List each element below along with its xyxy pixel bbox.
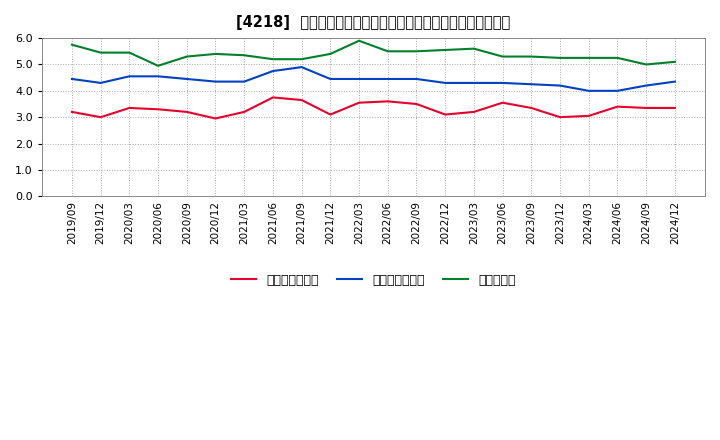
在庫回転率 bbox=[68, 42, 76, 48]
買入債務回転率 bbox=[613, 88, 622, 93]
買入債務回転率 bbox=[240, 79, 248, 84]
売上債権回転率 bbox=[670, 105, 679, 110]
買入債務回転率 bbox=[326, 76, 335, 81]
在庫回転率 bbox=[613, 55, 622, 61]
売上債権回転率 bbox=[613, 104, 622, 109]
在庫回転率 bbox=[96, 50, 105, 55]
在庫回転率 bbox=[269, 57, 277, 62]
売上債権回転率 bbox=[556, 114, 564, 120]
買入債務回転率 bbox=[670, 79, 679, 84]
買入債務回転率 bbox=[527, 81, 536, 87]
買入債務回転率 bbox=[96, 80, 105, 85]
売上債権回転率 bbox=[96, 114, 105, 120]
Legend: 売上債権回転率, 買入債務回転率, 在庫回転率: 売上債権回転率, 買入債務回転率, 在庫回転率 bbox=[226, 269, 521, 292]
売上債権回転率 bbox=[527, 105, 536, 110]
売上債権回転率 bbox=[240, 109, 248, 114]
売上債権回転率 bbox=[297, 97, 306, 103]
買入債務回転率 bbox=[125, 73, 134, 79]
買入債務回転率 bbox=[441, 80, 449, 85]
売上債権回転率 bbox=[412, 101, 420, 106]
在庫回転率 bbox=[297, 57, 306, 62]
買入債務回転率 bbox=[297, 65, 306, 70]
買入債務回転率 bbox=[68, 76, 76, 81]
売上債権回転率 bbox=[469, 109, 478, 114]
在庫回転率 bbox=[326, 51, 335, 57]
買入債務回転率 bbox=[556, 83, 564, 88]
売上債権回転率 bbox=[211, 116, 220, 121]
Title: [4218]  売上債権回転率、買入債務回転率、在庫回転率の推移: [4218] 売上債権回転率、買入債務回転率、在庫回転率の推移 bbox=[236, 15, 510, 30]
在庫回転率 bbox=[355, 38, 364, 44]
買入債務回転率 bbox=[412, 76, 420, 81]
売上債権回転率 bbox=[585, 113, 593, 118]
買入債務回転率 bbox=[182, 76, 191, 81]
在庫回転率 bbox=[240, 53, 248, 58]
在庫回転率 bbox=[412, 49, 420, 54]
在庫回転率 bbox=[498, 54, 507, 59]
在庫回転率 bbox=[556, 55, 564, 61]
売上債権回転率 bbox=[125, 105, 134, 110]
在庫回転率 bbox=[182, 54, 191, 59]
在庫回転率 bbox=[469, 46, 478, 51]
買入債務回転率 bbox=[269, 68, 277, 73]
在庫回転率 bbox=[154, 63, 163, 69]
売上債権回転率 bbox=[642, 105, 650, 110]
在庫回転率 bbox=[670, 59, 679, 65]
売上債権回転率 bbox=[384, 99, 392, 104]
買入債務回転率 bbox=[498, 80, 507, 85]
売上債権回転率 bbox=[355, 100, 364, 105]
Line: 買入債務回転率: 買入債務回転率 bbox=[72, 67, 675, 91]
在庫回転率 bbox=[642, 62, 650, 67]
Line: 売上債権回転率: 売上債権回転率 bbox=[72, 97, 675, 118]
売上債権回転率 bbox=[154, 106, 163, 112]
売上債権回転率 bbox=[498, 100, 507, 105]
買入債務回転率 bbox=[585, 88, 593, 93]
在庫回転率 bbox=[384, 49, 392, 54]
在庫回転率 bbox=[527, 54, 536, 59]
在庫回転率 bbox=[125, 50, 134, 55]
売上債権回転率 bbox=[68, 109, 76, 114]
在庫回転率 bbox=[211, 51, 220, 57]
Line: 在庫回転率: 在庫回転率 bbox=[72, 41, 675, 66]
在庫回転率 bbox=[585, 55, 593, 61]
在庫回転率 bbox=[441, 48, 449, 53]
売上債権回転率 bbox=[326, 112, 335, 117]
買入債務回転率 bbox=[384, 76, 392, 81]
売上債権回転率 bbox=[269, 95, 277, 100]
買入債務回転率 bbox=[642, 83, 650, 88]
買入債務回転率 bbox=[355, 76, 364, 81]
買入債務回転率 bbox=[154, 73, 163, 79]
売上債権回転率 bbox=[182, 109, 191, 114]
買入債務回転率 bbox=[469, 80, 478, 85]
買入債務回転率 bbox=[211, 79, 220, 84]
売上債権回転率 bbox=[441, 112, 449, 117]
